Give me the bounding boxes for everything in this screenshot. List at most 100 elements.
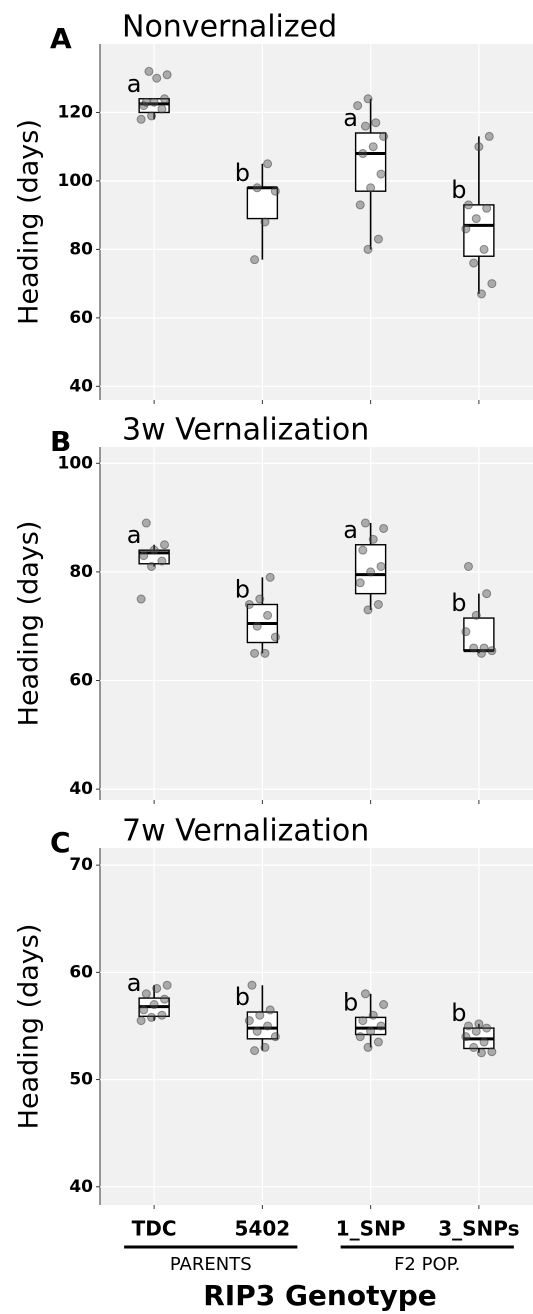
data-point	[358, 1016, 368, 1026]
data-point	[363, 94, 373, 104]
data-point	[255, 594, 265, 604]
data-point	[149, 1000, 159, 1010]
group-label: F2 POP.	[394, 1254, 460, 1275]
data-point	[476, 1048, 486, 1058]
data-point	[152, 983, 162, 993]
panel-label: C	[50, 826, 71, 859]
data-point	[360, 121, 370, 131]
data-point	[482, 1023, 492, 1033]
data-point	[476, 648, 486, 658]
data-point	[360, 518, 370, 528]
data-point	[358, 545, 368, 555]
data-point	[353, 101, 363, 111]
y-tick-label: 80	[69, 239, 93, 259]
data-point	[371, 118, 381, 128]
y-tick-label: 40	[69, 376, 93, 396]
data-point	[373, 599, 383, 609]
data-point	[474, 142, 484, 152]
data-point	[265, 572, 275, 582]
significance-letter: b	[235, 983, 250, 1011]
data-point	[366, 183, 376, 193]
data-point	[139, 551, 149, 561]
box	[354, 132, 387, 192]
data-point	[373, 234, 383, 244]
data-point	[250, 648, 260, 658]
data-point	[244, 599, 254, 609]
significance-letter: b	[343, 988, 358, 1016]
group-label: PARENTS	[170, 1254, 252, 1275]
data-point	[247, 980, 257, 990]
data-point	[487, 279, 497, 289]
plot-background	[100, 848, 533, 1205]
data-point	[260, 648, 270, 658]
data-point	[487, 646, 497, 656]
data-point	[160, 94, 170, 104]
data-point	[463, 1021, 473, 1031]
data-point	[270, 632, 280, 642]
data-point	[363, 605, 373, 615]
data-point	[461, 224, 471, 234]
data-point	[355, 1032, 365, 1042]
data-point	[250, 1046, 260, 1056]
data-point	[265, 1005, 275, 1015]
data-point	[147, 1012, 157, 1022]
data-point	[360, 989, 370, 999]
panel-title: 7w Vernalization	[122, 814, 369, 849]
data-point	[463, 561, 473, 571]
data-point	[260, 217, 270, 227]
x-tick-label: 5402	[235, 1217, 291, 1241]
data-point	[355, 578, 365, 588]
significance-letter: a	[343, 516, 358, 544]
data-point	[152, 73, 162, 83]
data-point	[469, 1042, 479, 1052]
data-point	[160, 994, 170, 1004]
data-point	[366, 1026, 376, 1036]
data-point	[149, 97, 159, 107]
data-point	[373, 1037, 383, 1047]
x-tick-label: 1_SNP	[336, 1217, 406, 1241]
data-point	[136, 114, 146, 124]
panel-label: A	[50, 22, 72, 55]
data-point	[141, 989, 151, 999]
y-tick-label: 80	[69, 562, 93, 582]
data-point	[376, 561, 386, 571]
data-point	[147, 561, 157, 571]
data-point	[270, 186, 280, 196]
data-point	[144, 66, 154, 76]
y-tick-label: 60	[69, 671, 93, 691]
data-point	[252, 1026, 262, 1036]
x-tick-label: 3_SNPs	[438, 1217, 519, 1241]
data-point	[252, 183, 262, 193]
data-point	[376, 1021, 386, 1031]
data-point	[479, 244, 489, 254]
data-point	[379, 523, 389, 533]
data-point	[479, 1037, 489, 1047]
significance-letter: b	[235, 575, 250, 603]
data-point	[482, 203, 492, 213]
data-point	[461, 1032, 471, 1042]
data-point	[358, 149, 368, 159]
x-tick-label: TDC	[132, 1217, 177, 1241]
y-tick-label: 120	[58, 102, 94, 122]
data-point	[141, 518, 151, 528]
y-axis-label: Heading (days)	[14, 924, 45, 1130]
data-point	[244, 1016, 254, 1026]
data-point	[484, 131, 494, 141]
data-point	[260, 1042, 270, 1052]
data-point	[469, 258, 479, 268]
data-point	[482, 589, 492, 599]
data-point	[157, 1010, 167, 1020]
y-tick-label: 40	[69, 779, 93, 799]
x-axis-label: RIP3 Genotype	[203, 1279, 437, 1312]
data-point	[157, 104, 167, 114]
panel-title: 3w Vernalization	[122, 413, 369, 448]
y-tick-label: 60	[69, 962, 93, 982]
plot-background	[100, 44, 533, 400]
box	[246, 1011, 279, 1040]
significance-letter: b	[235, 159, 250, 187]
data-point	[136, 594, 146, 604]
data-point	[252, 621, 262, 631]
data-point	[263, 610, 273, 620]
y-tick-label: 70	[69, 855, 93, 875]
